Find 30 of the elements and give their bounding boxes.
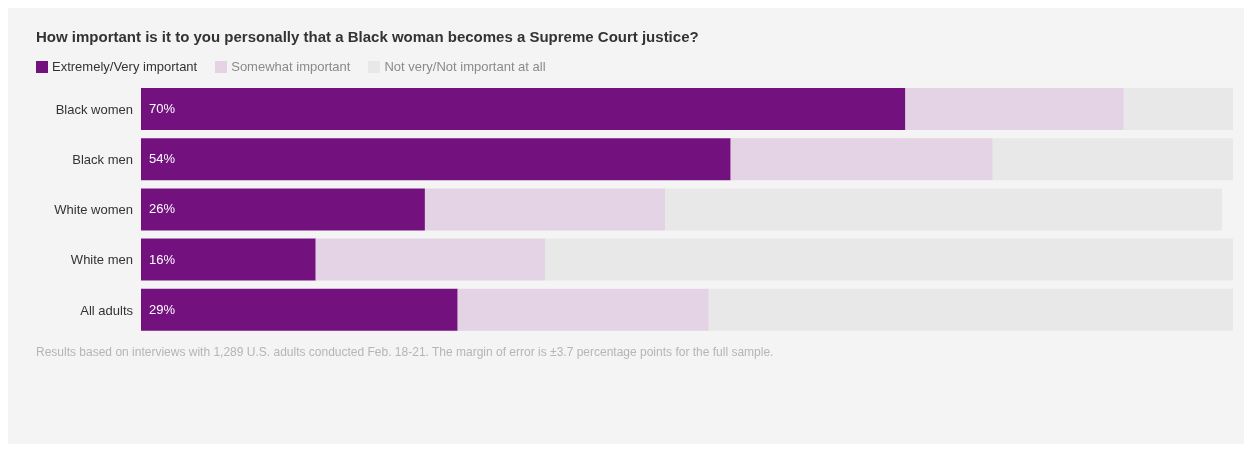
bar	[665, 188, 1223, 231]
bar	[992, 138, 1233, 181]
text: Results based on interviews with 1,289 U.S. adults conducted Feb. 18-21. The margin of error is ±3.7 percentage points for the full sample.	[36, 345, 775, 359]
y-tick-label: Black women	[55, 101, 133, 117]
bar	[457, 288, 709, 331]
legend-label: Not very/Not important at all	[383, 59, 546, 74]
bar	[545, 238, 1233, 281]
data-label: 16%	[149, 251, 176, 267]
bar	[315, 238, 546, 281]
bar	[708, 288, 1233, 331]
bar	[1123, 88, 1233, 130]
bar	[424, 188, 666, 231]
legend-label: Extremely/Very important	[51, 59, 198, 74]
data-label: 29%	[149, 301, 176, 317]
bar	[730, 138, 993, 181]
legend-label: Somewhat important	[230, 59, 351, 74]
bar	[141, 288, 458, 331]
data-label: 54%	[149, 151, 176, 167]
chart-title: How important is it to you personally that a Black woman becomes a Supreme Court justice?	[36, 28, 700, 45]
data-label: 70%	[149, 101, 176, 116]
y-tick-label: White men	[70, 252, 133, 268]
y-tick-label: White women	[54, 202, 133, 218]
bar	[905, 88, 1124, 130]
bar	[141, 238, 316, 281]
bar	[141, 188, 425, 231]
y-tick-label: All adults	[80, 302, 134, 318]
y-tick-label: Black men	[72, 151, 133, 167]
bar	[141, 88, 906, 130]
data-label: 26%	[149, 201, 176, 217]
bar	[141, 138, 731, 181]
